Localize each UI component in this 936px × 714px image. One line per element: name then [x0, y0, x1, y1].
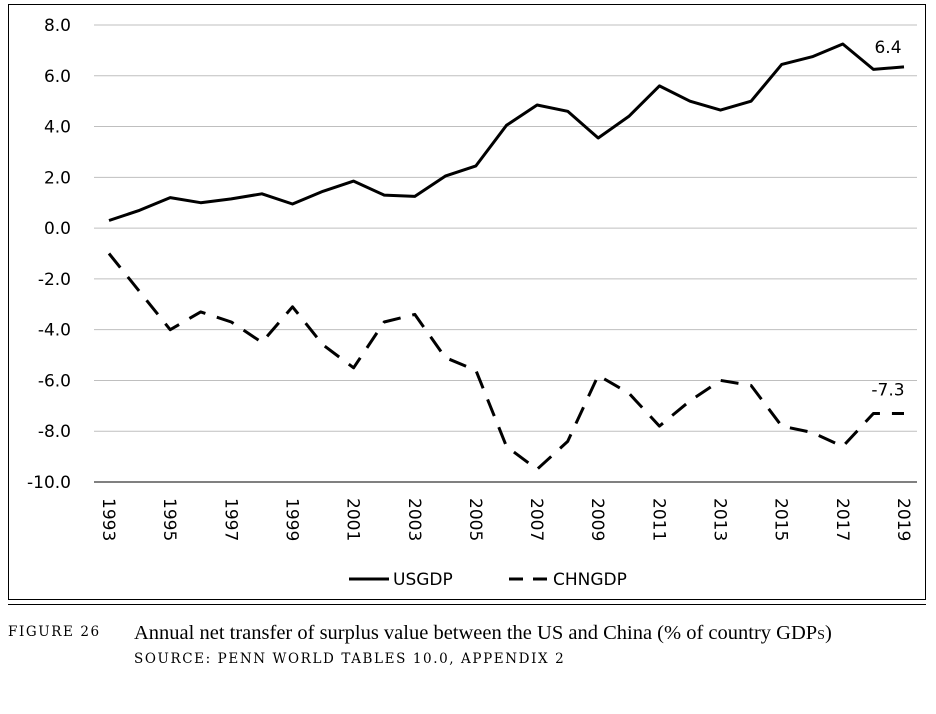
x-tick-label: 2003 [404, 498, 424, 541]
caption-closing-paren: ) [824, 622, 832, 644]
caption-gdps-text: GDPs [776, 622, 825, 644]
chart-frame: 8.0 6.0 4.0 2.0 0.0 -2.0 -4.0 -6.0 -8.0 -10.0 199… [8, 4, 926, 600]
x-tick-label: 2017 [832, 498, 852, 541]
x-tick-label: 2019 [893, 498, 913, 541]
y-tick-label: -2.0 [38, 270, 71, 290]
y-tick-label: -4.0 [38, 321, 71, 341]
series-lines [107, 42, 905, 471]
legend-label: USGDP [393, 570, 453, 590]
y-tick-label: 6.0 [44, 67, 71, 87]
x-tick-label: 2015 [771, 498, 791, 541]
series-line-usgdp [108, 42, 905, 222]
line-chart: 8.0 6.0 4.0 2.0 0.0 -2.0 -4.0 -6.0 -8.0 -10.0 199… [27, 16, 917, 590]
x-tick-label: 2007 [526, 498, 546, 541]
y-tick-label: 4.0 [44, 118, 71, 138]
caption-text: Annual net transfer of surplus value bet… [134, 619, 904, 647]
gridlines [94, 24, 917, 483]
y-tick-label: 0.0 [44, 219, 71, 239]
end-value-label: -7.3 [871, 380, 904, 400]
x-tick-label: 2009 [587, 498, 607, 541]
y-axis-tick-labels: 8.0 6.0 4.0 2.0 0.0 -2.0 -4.0 -6.0 -8.0 -10.0 [27, 16, 71, 493]
y-tick-label: -10.0 [27, 473, 71, 493]
data-labels: 6.4 -7.3 [871, 38, 904, 401]
series-line-chngdp [107, 252, 904, 471]
x-tick-label: 1997 [220, 498, 240, 541]
legend-label: CHNGDP [553, 570, 627, 590]
x-tick-label: 2013 [710, 498, 730, 541]
y-tick-label: -8.0 [38, 422, 71, 442]
y-tick-label: 2.0 [44, 168, 71, 188]
y-tick-label: 8.0 [44, 16, 71, 36]
x-tick-label: 1995 [159, 498, 179, 541]
legend: USGDP CHNGDP [349, 570, 627, 590]
x-tick-label: 2005 [465, 498, 485, 541]
x-tick-label: 2011 [648, 498, 668, 541]
x-tick-label: 1993 [98, 498, 118, 541]
y-tick-label: -6.0 [38, 371, 71, 391]
end-value-label: 6.4 [874, 38, 901, 58]
figure-number-label: Figure 26 [8, 624, 101, 640]
x-tick-label: 1999 [281, 498, 301, 541]
figure-caption: Figure 26 Annual net transfer of surplus… [8, 604, 926, 667]
x-axis-tick-labels: 1993 1995 1997 1999 2001 2003 2005 2007 2009 2011… [98, 498, 913, 541]
caption-main-text: Annual net transfer of surplus value bet… [134, 622, 777, 644]
source-line: Source: Penn World Tables 10.0, Appendix… [134, 651, 566, 667]
x-tick-label: 2001 [343, 498, 363, 541]
